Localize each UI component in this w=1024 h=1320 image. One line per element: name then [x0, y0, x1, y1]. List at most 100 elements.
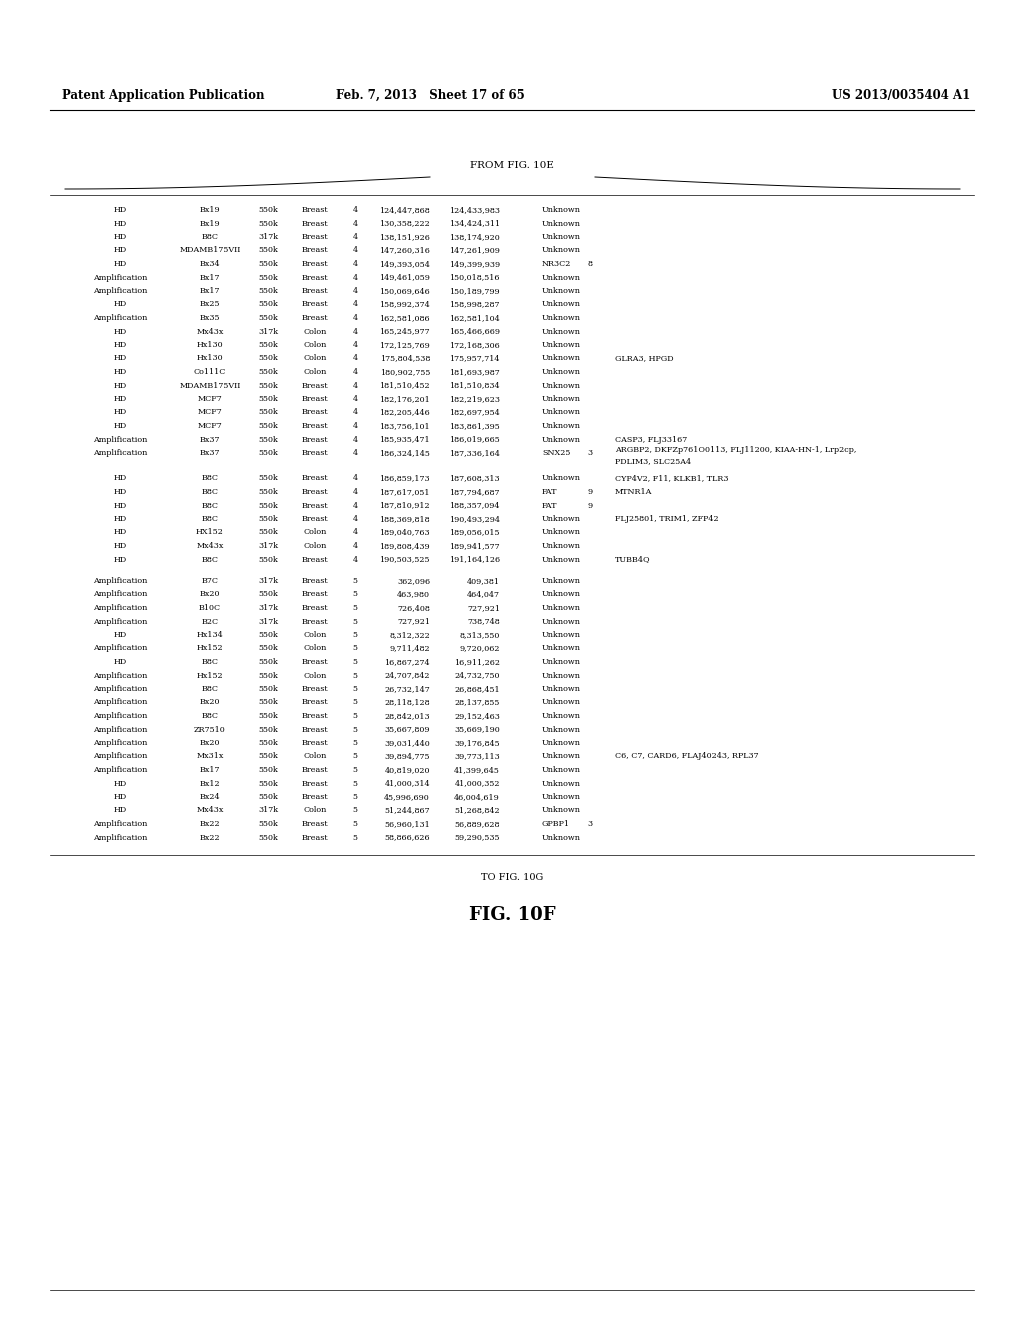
Text: HD: HD: [114, 631, 127, 639]
Text: Unknown: Unknown: [542, 327, 581, 335]
Text: 4: 4: [352, 206, 357, 214]
Text: 5: 5: [352, 685, 357, 693]
Text: 4: 4: [352, 234, 357, 242]
Text: Colon: Colon: [303, 644, 327, 652]
Text: 182,176,201: 182,176,201: [379, 395, 430, 403]
Text: Breast: Breast: [302, 273, 329, 281]
Text: B10C: B10C: [199, 605, 221, 612]
Text: TUBB4Q: TUBB4Q: [615, 556, 650, 564]
Text: Breast: Breast: [302, 685, 329, 693]
Text: 4: 4: [352, 314, 357, 322]
Text: Unknown: Unknown: [542, 672, 581, 680]
Text: 165,466,669: 165,466,669: [449, 327, 500, 335]
Text: Unknown: Unknown: [542, 436, 581, 444]
Text: Breast: Breast: [302, 234, 329, 242]
Text: 187,608,313: 187,608,313: [450, 474, 500, 483]
Text: Unknown: Unknown: [542, 590, 581, 598]
Text: 8,313,550: 8,313,550: [460, 631, 500, 639]
Text: 180,902,755: 180,902,755: [380, 368, 430, 376]
Text: 550k: 550k: [258, 739, 278, 747]
Text: 4: 4: [352, 286, 357, 294]
Text: HD: HD: [114, 234, 127, 242]
Text: 190,493,294: 190,493,294: [449, 515, 500, 523]
Text: Breast: Breast: [302, 739, 329, 747]
Text: 4: 4: [352, 408, 357, 417]
Text: 16,911,262: 16,911,262: [454, 657, 500, 667]
Text: 188,357,094: 188,357,094: [450, 502, 500, 510]
Text: 186,019,665: 186,019,665: [450, 436, 500, 444]
Text: B8C: B8C: [202, 657, 218, 667]
Text: 59,290,535: 59,290,535: [455, 833, 500, 842]
Text: PDLIM3, SLC25A4: PDLIM3, SLC25A4: [615, 457, 691, 465]
Text: 4: 4: [352, 488, 357, 496]
Text: HD: HD: [114, 395, 127, 403]
Text: 5: 5: [352, 780, 357, 788]
Text: 172,125,769: 172,125,769: [379, 341, 430, 348]
Text: Unknown: Unknown: [542, 833, 581, 842]
Text: Amplification: Amplification: [93, 314, 147, 322]
Text: Breast: Breast: [302, 820, 329, 828]
Text: Unknown: Unknown: [542, 711, 581, 719]
Text: 550k: 550k: [258, 474, 278, 483]
Text: 317k: 317k: [258, 327, 279, 335]
Text: Unknown: Unknown: [542, 543, 581, 550]
Text: Breast: Breast: [302, 780, 329, 788]
Text: 35,669,190: 35,669,190: [455, 726, 500, 734]
Text: Bx19: Bx19: [200, 219, 220, 227]
Text: 39,773,113: 39,773,113: [455, 752, 500, 760]
Text: 4: 4: [352, 273, 357, 281]
Text: 5: 5: [352, 590, 357, 598]
Text: 175,957,714: 175,957,714: [450, 355, 500, 363]
Text: Colon: Colon: [303, 355, 327, 363]
Text: 5: 5: [352, 833, 357, 842]
Text: 187,617,051: 187,617,051: [380, 488, 430, 496]
Text: 317k: 317k: [258, 234, 279, 242]
Text: Colon: Colon: [303, 631, 327, 639]
Text: 550k: 550k: [258, 672, 278, 680]
Text: 187,810,912: 187,810,912: [379, 502, 430, 510]
Text: 4: 4: [352, 219, 357, 227]
Text: Breast: Breast: [302, 381, 329, 389]
Text: 317k: 317k: [258, 543, 279, 550]
Text: 175,804,538: 175,804,538: [380, 355, 430, 363]
Text: 4: 4: [352, 247, 357, 255]
Text: HD: HD: [114, 528, 127, 536]
Text: Unknown: Unknown: [542, 644, 581, 652]
Text: Bx20: Bx20: [200, 698, 220, 706]
Text: 186,324,145: 186,324,145: [379, 449, 430, 457]
Text: GPBP1: GPBP1: [542, 820, 570, 828]
Text: 550k: 550k: [258, 449, 278, 457]
Text: 409,381: 409,381: [467, 577, 500, 585]
Text: 5: 5: [352, 631, 357, 639]
Text: 4: 4: [352, 327, 357, 335]
Text: 550k: 550k: [258, 286, 278, 294]
Text: Amplification: Amplification: [93, 726, 147, 734]
Text: 550k: 550k: [258, 793, 278, 801]
Text: HD: HD: [114, 515, 127, 523]
Text: GLRA3, HPGD: GLRA3, HPGD: [615, 355, 674, 363]
Text: Unknown: Unknown: [542, 381, 581, 389]
Text: ARGBP2, DKFZp761O0113, FLJ11200, KIAA-HN-1, Lrp2cp,: ARGBP2, DKFZp761O0113, FLJ11200, KIAA-HN…: [615, 446, 856, 454]
Text: Hx134: Hx134: [197, 631, 223, 639]
Text: Breast: Breast: [302, 286, 329, 294]
Text: 149,393,054: 149,393,054: [379, 260, 430, 268]
Text: HD: HD: [114, 793, 127, 801]
Text: Unknown: Unknown: [542, 314, 581, 322]
Text: Unknown: Unknown: [542, 355, 581, 363]
Text: 9: 9: [588, 488, 593, 496]
Text: Hx130: Hx130: [197, 341, 223, 348]
Text: 162,581,104: 162,581,104: [450, 314, 500, 322]
Text: 191,164,126: 191,164,126: [449, 556, 500, 564]
Text: 550k: 550k: [258, 780, 278, 788]
Text: 138,174,920: 138,174,920: [450, 234, 500, 242]
Text: Breast: Breast: [302, 577, 329, 585]
Text: MDAMB175VII: MDAMB175VII: [179, 247, 241, 255]
Text: TO FIG. 10G: TO FIG. 10G: [481, 873, 543, 882]
Text: 158,998,287: 158,998,287: [450, 301, 500, 309]
Text: Unknown: Unknown: [542, 657, 581, 667]
Text: 5: 5: [352, 739, 357, 747]
Text: 181,510,452: 181,510,452: [379, 381, 430, 389]
Text: Amplification: Amplification: [93, 711, 147, 719]
Text: Breast: Breast: [302, 793, 329, 801]
Text: 550k: 550k: [258, 206, 278, 214]
